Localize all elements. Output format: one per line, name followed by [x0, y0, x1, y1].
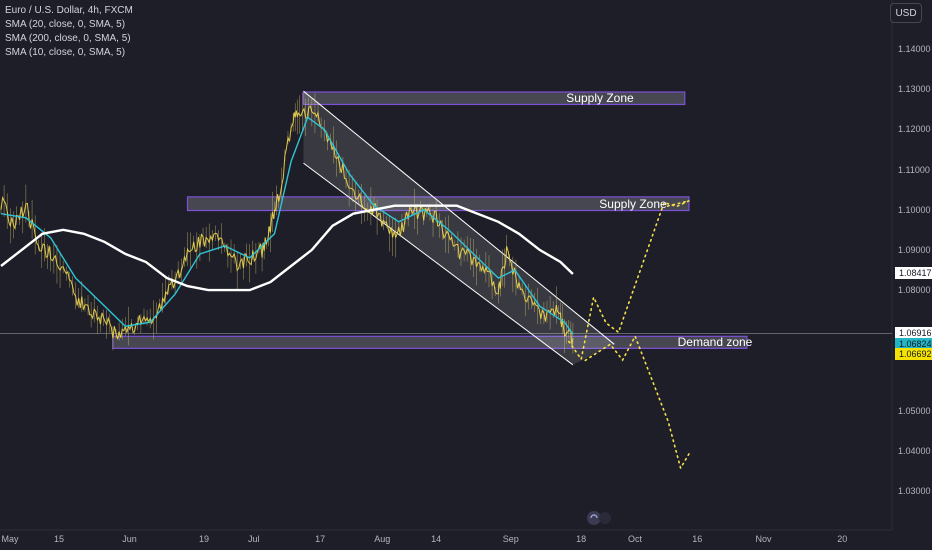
- zone-label-1: Supply Zone: [599, 196, 667, 211]
- y-tick-label: 1.04000: [898, 445, 931, 456]
- x-tick-label: Oct: [628, 534, 643, 544]
- sma200-price-tag: 1.08417: [895, 267, 932, 280]
- indicator-sma200[interactable]: SMA (200, close, 0, SMA, 5): [5, 33, 131, 44]
- price-series: [0, 105, 574, 345]
- y-tick-label: 1.14000: [898, 44, 931, 54]
- y-tick-label: 1.08000: [898, 285, 931, 296]
- symbol-title: Euro / U.S. Dollar, 4h, FXCM: [5, 5, 133, 16]
- y-tick-label: 1.11000: [898, 164, 930, 175]
- zone-label-2: Demand zone: [677, 335, 753, 350]
- x-tick-label: Sep: [502, 534, 519, 544]
- x-tick-label: Jun: [122, 534, 137, 544]
- x-tick-label: Aug: [374, 534, 391, 544]
- x-tick-label: Jul: [248, 534, 260, 544]
- zone-box-2: [112, 335, 748, 349]
- channel-lower-line: [303, 162, 574, 366]
- indicator-sma20[interactable]: SMA (20, close, 0, SMA, 5): [5, 19, 126, 30]
- x-tick-label: 17: [315, 534, 326, 544]
- x-tick-label: 19: [199, 534, 210, 544]
- y-tick-label: 1.12000: [898, 124, 931, 135]
- sma20-series: [0, 116, 574, 335]
- sma10-price-tag: 1.06692: [895, 347, 932, 360]
- currency-button[interactable]: USD: [890, 3, 922, 23]
- y-tick-label: 1.13000: [898, 84, 931, 95]
- y-tick-label: 1.03000: [898, 486, 931, 496]
- last-price-value: 1.06916: [899, 327, 932, 338]
- x-tick-label: Nov: [755, 534, 772, 544]
- x-tick-label: 16: [692, 534, 703, 544]
- chart-legend: Euro / U.S. Dollar, 4h, FXCM SMA (20, cl…: [5, 4, 133, 60]
- projection-down-path: [584, 334, 690, 471]
- channel-fill: [303, 91, 615, 365]
- zone-box-0: [302, 91, 686, 106]
- sma200-series: [0, 204, 574, 292]
- x-tick-label: 15: [54, 534, 65, 544]
- zone-box-1: [186, 196, 690, 212]
- y-tick-label: 1.09000: [898, 244, 931, 255]
- zone-label-0: Supply Zone: [566, 91, 634, 106]
- tradingview-logo-icon: [586, 510, 616, 531]
- y-tick-label: 1.05000: [898, 405, 931, 416]
- y-tick-label: 1.10000: [898, 204, 931, 215]
- x-tick-label: 20: [837, 534, 848, 544]
- sma20-price-tag: 1.06824: [895, 338, 932, 351]
- x-tick-label: May: [1, 534, 19, 544]
- x-tick-label: 18: [576, 534, 587, 544]
- channel-upper-line: [303, 90, 615, 345]
- indicator-sma10[interactable]: SMA (10, close, 0, SMA, 5): [5, 47, 126, 58]
- x-tick-label: 14: [431, 534, 442, 544]
